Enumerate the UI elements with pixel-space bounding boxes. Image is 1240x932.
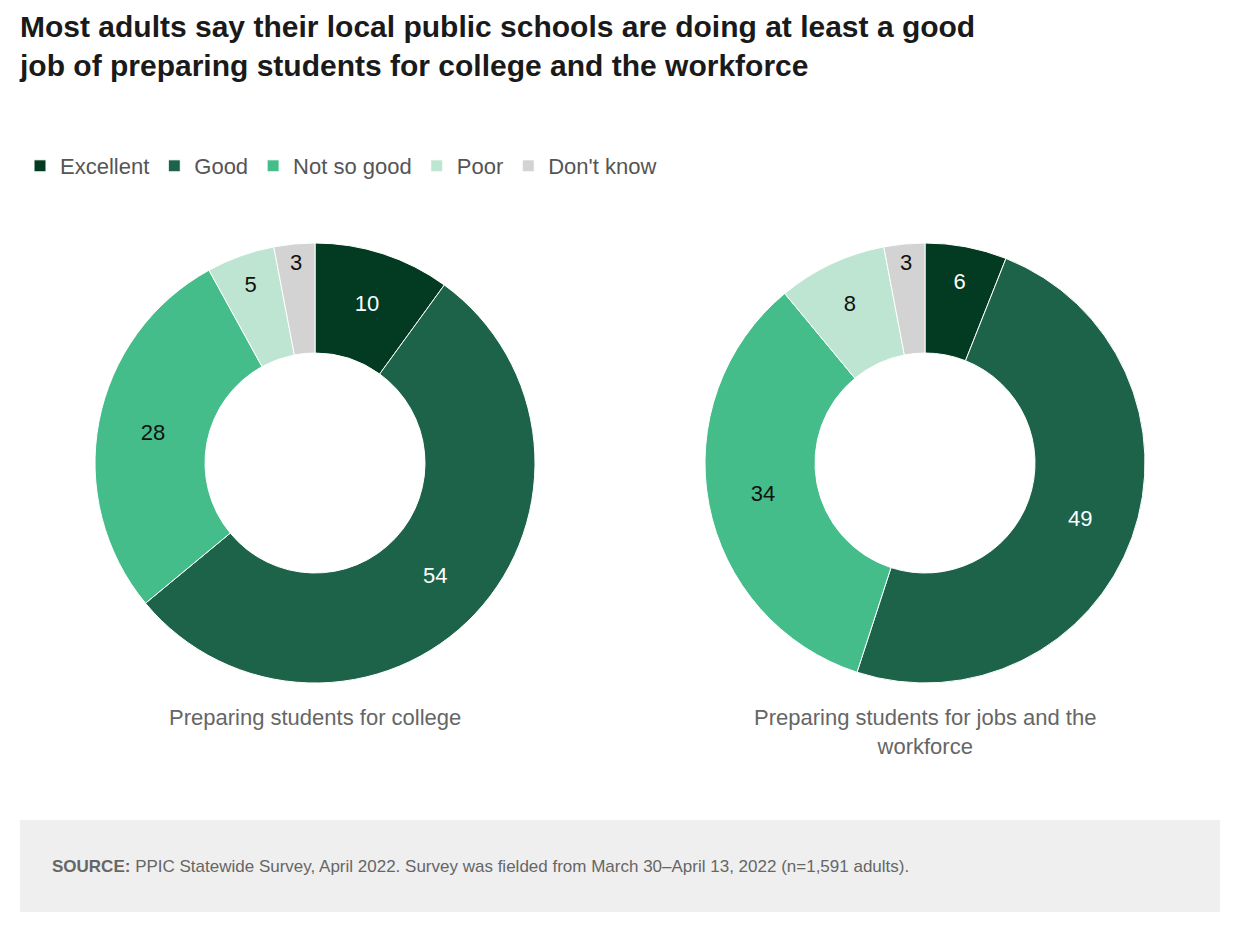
svg-text:49: 49 (1068, 506, 1092, 531)
svg-text:Preparing students for college: Preparing students for college (169, 705, 461, 730)
svg-text:Excellent: Excellent (60, 154, 149, 179)
svg-text:6: 6 (954, 269, 966, 294)
svg-text:3: 3 (290, 250, 302, 275)
svg-text:8: 8 (844, 291, 856, 316)
svg-text:SOURCE: PPIC Statewide Survey,: SOURCE: PPIC Statewide Survey, April 202… (52, 857, 909, 876)
svg-text:Poor: Poor (457, 154, 503, 179)
svg-text:28: 28 (141, 420, 165, 445)
svg-text:Good: Good (194, 154, 248, 179)
svg-text:Don't know: Don't know (548, 154, 656, 179)
svg-text:3: 3 (900, 250, 912, 275)
svg-text:54: 54 (423, 563, 447, 588)
svg-text:Not so good: Not so good (293, 154, 412, 179)
svg-text:34: 34 (751, 481, 775, 506)
svg-text:Most adults say their local pu: Most adults say their local public schoo… (19, 10, 975, 82)
svg-text:10: 10 (355, 291, 379, 316)
svg-text:5: 5 (244, 272, 256, 297)
svg-text:Preparing students for jobs an: Preparing students for jobs and theworkf… (754, 705, 1096, 759)
